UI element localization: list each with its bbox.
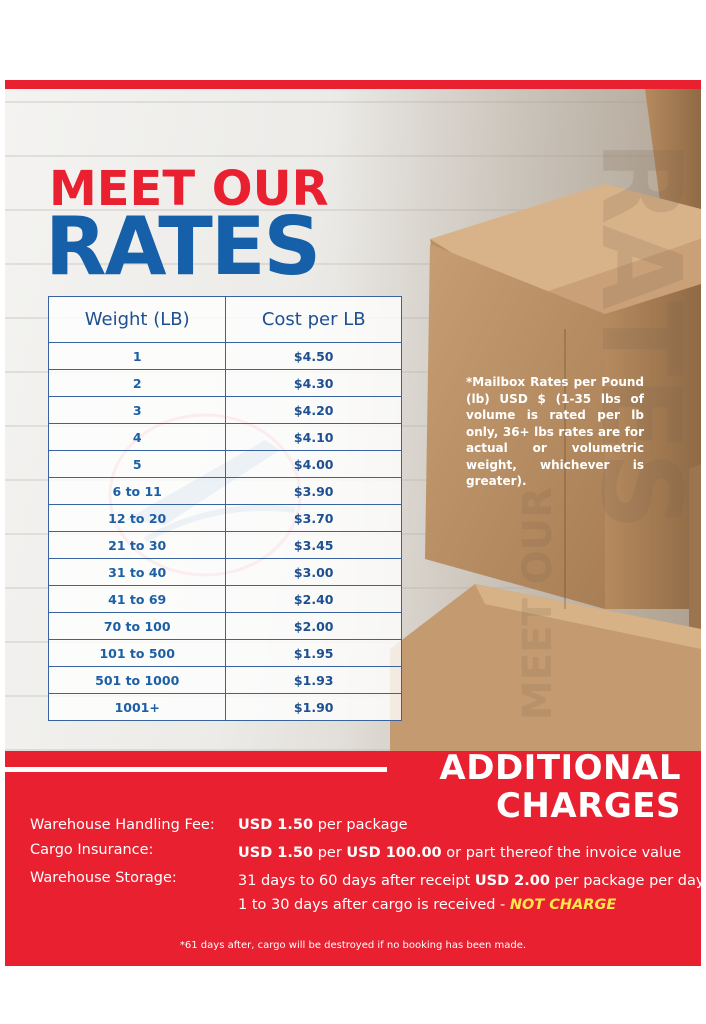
table-row: 5 $4.00 — [47, 450, 402, 478]
insurance-amount: USD 1.50 — [238, 845, 314, 861]
table-row: 1 $4.50 — [47, 342, 402, 370]
weight-cell: 5 — [47, 450, 227, 478]
weight-cell: 70 to 100 — [47, 612, 227, 640]
cost-cell: $1.95 — [225, 639, 402, 667]
table-row: 41 to 69 $2.40 — [47, 585, 402, 613]
storage-line1-amount: USD 2.00 — [474, 873, 550, 889]
cost-cell: $2.40 — [225, 585, 402, 613]
weight-cell: 31 to 40 — [47, 558, 227, 586]
additional-charges-title: ADDITIONAL CHARGES — [439, 749, 681, 825]
cost-cell: $1.93 — [225, 666, 402, 694]
weight-cell: 2 — [47, 369, 227, 397]
table-row: 1001+ $1.90 — [47, 693, 402, 721]
table-row: 2 $4.30 — [47, 369, 402, 397]
weight-cell: 41 to 69 — [47, 585, 227, 613]
table-header-row: Weight (LB) Cost per LB — [47, 296, 402, 343]
cost-cell: $2.00 — [225, 612, 402, 640]
not-charge-highlight: NOT CHARGE — [509, 897, 617, 913]
handling-fee-label: Warehouse Handling Fee: — [30, 817, 215, 833]
cost-cell: $3.00 — [225, 558, 402, 586]
table-row: 21 to 30 $3.45 — [47, 531, 402, 559]
storage-line-1: 31 days to 60 days after receipt USD 2.0… — [238, 873, 701, 889]
cost-cell: $4.30 — [225, 369, 402, 397]
title-charges: CHARGES — [495, 786, 681, 826]
storage-label: Warehouse Storage: — [30, 870, 177, 886]
weight-cell: 101 to 500 — [47, 639, 227, 667]
insurance-suffix: or part thereof the invoice value — [446, 845, 682, 861]
cost-cell: $4.50 — [225, 342, 402, 370]
weight-cell: 12 to 20 — [47, 504, 227, 532]
background-word-vertical: MEET OUR — [515, 487, 561, 720]
table-row: 3 $4.20 — [47, 396, 402, 424]
handling-fee-suffix: per package — [317, 817, 408, 833]
column-header-cost: Cost per LB — [225, 296, 402, 343]
column-header-weight: Weight (LB) — [47, 296, 227, 343]
title-meet-our: MEET OUR — [49, 161, 329, 217]
handling-fee-value: USD 1.50 per package — [238, 817, 408, 833]
cost-cell: $3.70 — [225, 504, 402, 532]
table-row: 12 to 20 $3.70 — [47, 504, 402, 532]
table-row: 4 $4.10 — [47, 423, 402, 451]
weight-cell: 501 to 1000 — [47, 666, 227, 694]
rates-table: Weight (LB) Cost per LB 1 $4.50 2 $4.30 3 $… — [47, 296, 402, 721]
cardboard-boxes-photo — [335, 89, 701, 751]
insurance-per: per — [317, 845, 342, 861]
weight-cell: 21 to 30 — [47, 531, 227, 559]
destroy-footnote: *61 days after, cargo will be destroyed … — [179, 940, 527, 951]
additional-charges-section: ADDITIONAL CHARGES Warehouse Handling Fe… — [5, 749, 701, 966]
cost-cell: $4.10 — [225, 423, 402, 451]
insurance-value: USD 1.50 per USD 100.00 or part thereof … — [238, 845, 681, 861]
mailbox-rates-note: *Mailbox Rates per Pound (lb) USD $ (1-3… — [466, 375, 644, 488]
table-row: 31 to 40 $3.00 — [47, 558, 402, 586]
cost-cell: $4.00 — [225, 450, 402, 478]
weight-cell: 6 to 11 — [47, 477, 227, 505]
title-additional: ADDITIONAL — [439, 748, 681, 788]
insurance-label: Cargo Insurance: — [30, 842, 154, 858]
table-row: 101 to 500 $1.95 — [47, 639, 402, 667]
cost-cell: $1.90 — [225, 693, 402, 721]
weight-cell: 3 — [47, 396, 227, 424]
storage-line2-prefix: 1 to 30 days after cargo is received - — [238, 897, 506, 913]
cost-cell: $3.90 — [225, 477, 402, 505]
weight-cell: 4 — [47, 423, 227, 451]
storage-line1-suffix: per package per day — [554, 873, 701, 889]
weight-cell: 1 — [47, 342, 227, 370]
rates-flyer: RATES MEET OUR MEET OUR RATES Weight (LB… — [5, 80, 701, 966]
white-divider-bar — [5, 767, 387, 772]
cost-cell: $4.20 — [225, 396, 402, 424]
insurance-base: USD 100.00 — [346, 845, 442, 861]
handling-fee-amount: USD 1.50 — [238, 817, 314, 833]
storage-line1-prefix: 31 days to 60 days after receipt — [238, 873, 471, 889]
table-row: 70 to 100 $2.00 — [47, 612, 402, 640]
table-row: 6 to 11 $3.90 — [47, 477, 402, 505]
storage-line-2: 1 to 30 days after cargo is received - N… — [238, 897, 616, 913]
title-rates: RATES — [45, 200, 321, 293]
cost-cell: $3.45 — [225, 531, 402, 559]
weight-cell: 1001+ — [47, 693, 227, 721]
table-row: 501 to 1000 $1.93 — [47, 666, 402, 694]
top-red-stripe — [5, 80, 701, 89]
